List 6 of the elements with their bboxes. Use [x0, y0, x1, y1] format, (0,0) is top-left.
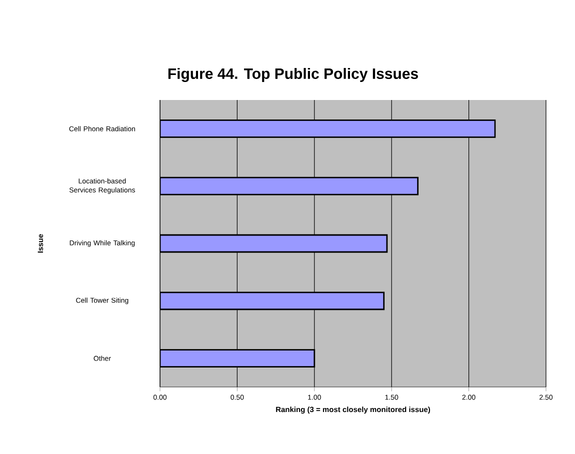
bar — [160, 349, 316, 368]
bar — [160, 292, 385, 310]
bar — [160, 234, 388, 253]
bar — [160, 119, 496, 138]
bar — [160, 176, 419, 196]
chart-title: Figure 44. Top Public Policy Issues — [168, 68, 418, 82]
